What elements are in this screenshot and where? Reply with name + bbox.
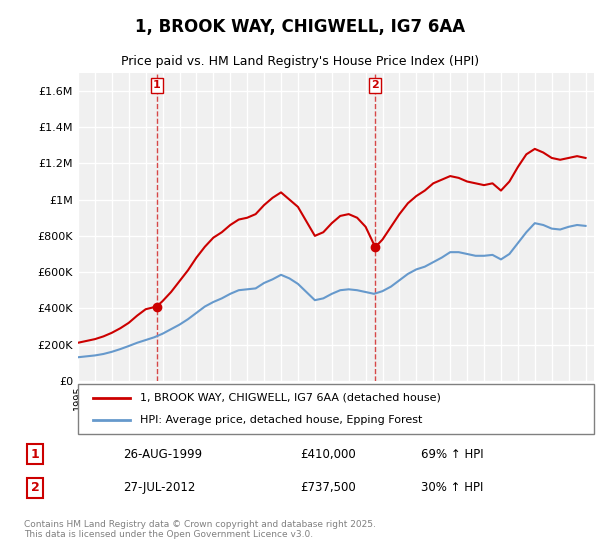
Text: HPI: Average price, detached house, Epping Forest: HPI: Average price, detached house, Eppi…: [140, 415, 422, 425]
Text: 69% ↑ HPI: 69% ↑ HPI: [421, 447, 484, 460]
Text: Contains HM Land Registry data © Crown copyright and database right 2025.
This d: Contains HM Land Registry data © Crown c…: [24, 520, 376, 539]
Text: 27-JUL-2012: 27-JUL-2012: [124, 481, 196, 494]
FancyBboxPatch shape: [78, 384, 594, 434]
Text: 30% ↑ HPI: 30% ↑ HPI: [421, 481, 484, 494]
Text: Price paid vs. HM Land Registry's House Price Index (HPI): Price paid vs. HM Land Registry's House …: [121, 55, 479, 68]
Text: £410,000: £410,000: [300, 447, 356, 460]
Text: 2: 2: [371, 81, 379, 91]
Text: 1: 1: [153, 81, 161, 91]
Text: £737,500: £737,500: [300, 481, 356, 494]
Text: 26-AUG-1999: 26-AUG-1999: [124, 447, 202, 460]
Text: 1, BROOK WAY, CHIGWELL, IG7 6AA (detached house): 1, BROOK WAY, CHIGWELL, IG7 6AA (detache…: [140, 393, 441, 403]
Text: 1: 1: [31, 447, 40, 460]
Text: 1, BROOK WAY, CHIGWELL, IG7 6AA: 1, BROOK WAY, CHIGWELL, IG7 6AA: [135, 18, 465, 36]
Text: 2: 2: [31, 481, 40, 494]
